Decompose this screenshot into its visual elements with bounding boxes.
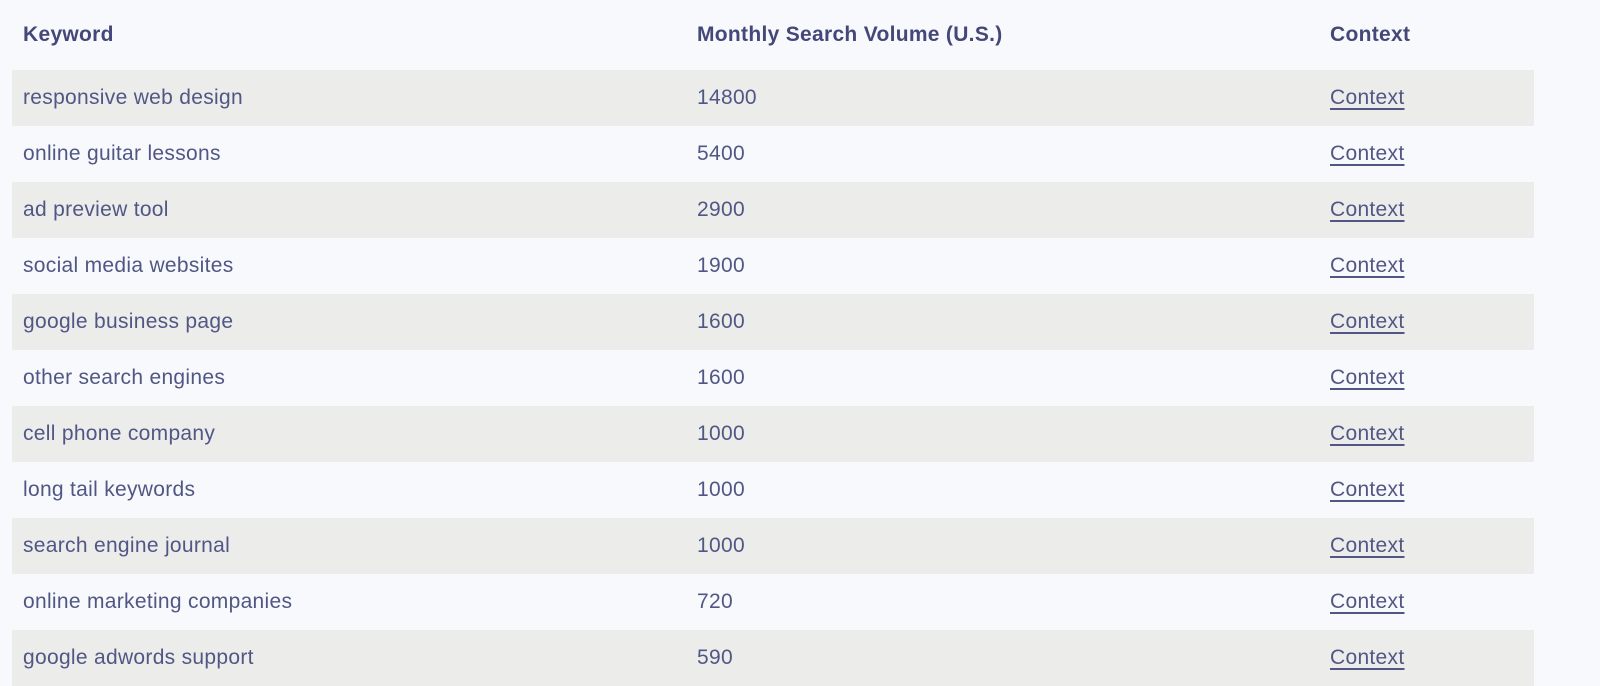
- volume-cell: 1000: [697, 534, 745, 557]
- context-link[interactable]: Context: [1330, 254, 1405, 277]
- keyword-cell: google adwords support: [23, 646, 254, 669]
- context-cell: Context: [1330, 590, 1534, 614]
- table-row: long tail keywords 1000 Context: [12, 462, 1534, 518]
- context-cell: Context: [1330, 142, 1534, 166]
- table-row: other search engines 1600 Context: [12, 350, 1534, 406]
- keyword-cell: online guitar lessons: [23, 142, 221, 165]
- volume-cell: 1600: [697, 310, 745, 333]
- context-cell: Context: [1330, 478, 1534, 502]
- volume-cell: 720: [697, 590, 733, 613]
- volume-cell: 590: [697, 646, 733, 669]
- context-link[interactable]: Context: [1330, 534, 1405, 557]
- keyword-cell: search engine journal: [23, 534, 231, 557]
- context-link[interactable]: Context: [1330, 86, 1405, 109]
- context-cell: Context: [1330, 86, 1534, 110]
- table-row: google adwords support 590 Context: [12, 630, 1534, 686]
- volume-cell: 14800: [697, 86, 757, 109]
- volume-cell: 1900: [697, 254, 745, 277]
- context-cell: Context: [1330, 366, 1534, 390]
- volume-cell: 1600: [697, 366, 745, 389]
- keyword-table: Keyword Monthly Search Volume (U.S.) Con…: [12, 0, 1534, 686]
- table-row: cell phone company 1000 Context: [12, 406, 1534, 462]
- keyword-cell: cell phone company: [23, 422, 216, 445]
- volume-cell: 1000: [697, 478, 745, 501]
- keyword-cell: other search engines: [23, 366, 226, 389]
- table-row: ad preview tool 2900 Context: [12, 182, 1534, 238]
- context-cell: Context: [1330, 198, 1534, 222]
- context-link[interactable]: Context: [1330, 366, 1405, 389]
- table-header-row: Keyword Monthly Search Volume (U.S.) Con…: [12, 0, 1534, 70]
- keyword-cell: long tail keywords: [23, 478, 196, 501]
- context-link[interactable]: Context: [1330, 422, 1405, 445]
- keyword-cell: online marketing companies: [23, 590, 293, 613]
- keyword-cell: responsive web design: [23, 86, 243, 109]
- context-link[interactable]: Context: [1330, 198, 1405, 221]
- table-row: google business page 1600 Context: [12, 294, 1534, 350]
- table-row: online guitar lessons 5400 Context: [12, 126, 1534, 182]
- context-cell: Context: [1330, 534, 1534, 558]
- context-cell: Context: [1330, 310, 1534, 334]
- volume-cell: 1000: [697, 422, 745, 445]
- table-row: social media websites 1900 Context: [12, 238, 1534, 294]
- column-header-volume: Monthly Search Volume (U.S.): [697, 23, 1003, 46]
- context-cell: Context: [1330, 646, 1534, 670]
- context-cell: Context: [1330, 422, 1534, 446]
- table-row: responsive web design 14800 Context: [12, 70, 1534, 126]
- keyword-cell: google business page: [23, 310, 234, 333]
- table-body: responsive web design 14800 Context online …: [12, 70, 1534, 686]
- context-link[interactable]: Context: [1330, 646, 1405, 669]
- column-header-keyword: Keyword: [23, 23, 114, 46]
- keyword-cell: ad preview tool: [23, 198, 169, 221]
- volume-cell: 5400: [697, 142, 745, 165]
- volume-cell: 2900: [697, 198, 745, 221]
- table-row: search engine journal 1000 Context: [12, 518, 1534, 574]
- keyword-cell: social media websites: [23, 254, 234, 277]
- context-cell: Context: [1330, 254, 1534, 278]
- table-row: online marketing companies 720 Context: [12, 574, 1534, 630]
- context-link[interactable]: Context: [1330, 478, 1405, 501]
- context-link[interactable]: Context: [1330, 590, 1405, 613]
- context-link[interactable]: Context: [1330, 142, 1405, 165]
- column-header-context: Context: [1330, 23, 1411, 46]
- context-link[interactable]: Context: [1330, 310, 1405, 333]
